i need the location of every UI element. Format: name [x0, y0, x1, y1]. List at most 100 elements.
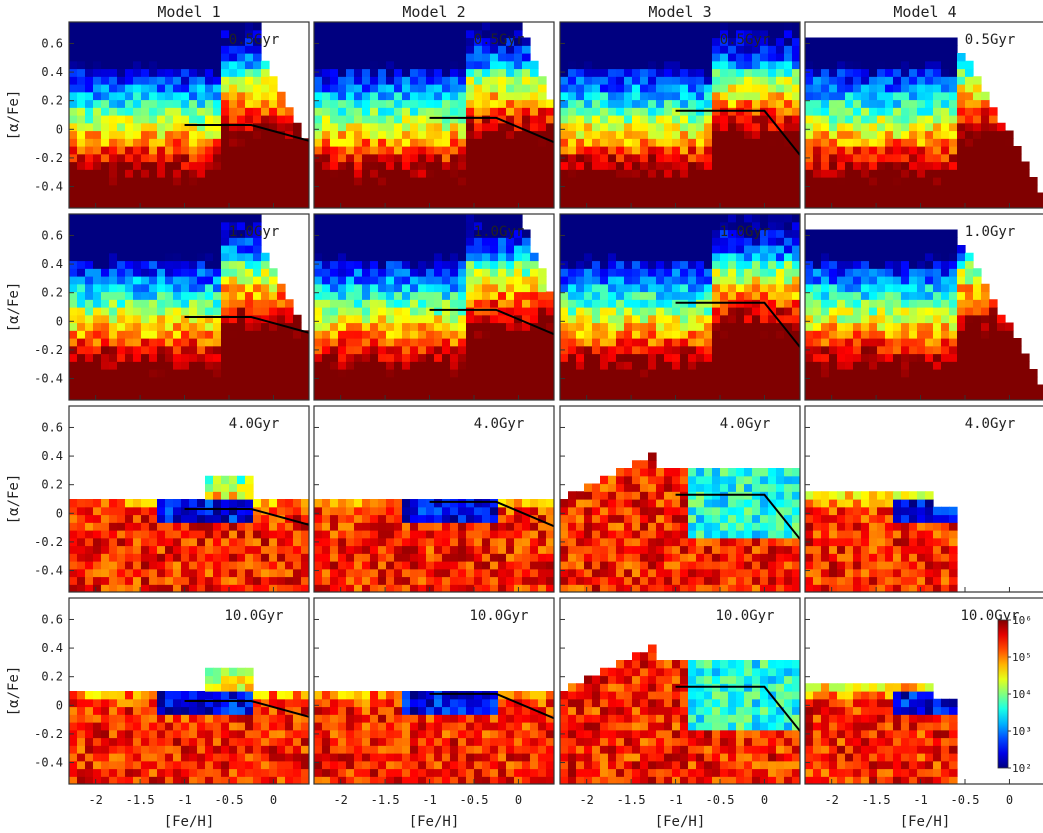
density-cell — [173, 291, 182, 300]
density-cell — [760, 307, 769, 316]
density-cell — [664, 138, 673, 147]
density-cell — [450, 138, 459, 147]
density-cell — [869, 153, 878, 163]
density-cell — [386, 37, 395, 46]
density-cell — [861, 130, 870, 139]
density-cell — [696, 245, 705, 254]
density-cell — [330, 68, 339, 77]
density-cell — [378, 115, 387, 124]
density-cell — [149, 107, 158, 116]
density-cell — [538, 369, 547, 378]
density-cell — [133, 68, 142, 77]
density-cell — [498, 322, 507, 331]
density-cell — [608, 37, 617, 46]
density-cell — [165, 260, 174, 269]
density-cell — [141, 245, 150, 254]
density-cell — [354, 291, 363, 300]
density-cell — [338, 376, 347, 386]
density-cell — [133, 330, 142, 339]
density-cell — [560, 138, 569, 147]
density-cell — [77, 177, 86, 186]
density-cell — [301, 330, 309, 339]
density-cell — [514, 99, 523, 108]
density-cell — [482, 307, 491, 316]
density-cell — [221, 153, 230, 163]
density-cell — [434, 60, 443, 70]
density-cell — [434, 268, 443, 277]
density-cell — [845, 161, 854, 170]
density-cell — [205, 68, 214, 77]
reference-line — [429, 116, 554, 144]
density-cell — [624, 229, 633, 238]
density-cell — [885, 192, 894, 201]
density-cell — [173, 338, 182, 347]
density-cell — [458, 376, 467, 386]
density-cell — [410, 276, 419, 285]
density-cell — [237, 130, 246, 139]
density-cell — [949, 177, 958, 186]
density-cell — [821, 322, 830, 331]
density-cell — [560, 68, 569, 77]
density-cell — [530, 361, 539, 370]
density-cell — [608, 22, 617, 31]
density-cell — [466, 376, 475, 386]
density-cell — [664, 214, 673, 223]
density-cell — [221, 283, 230, 293]
density-cell — [109, 99, 118, 108]
density-cell — [861, 245, 870, 254]
density-cell — [125, 314, 134, 324]
density-cell — [101, 29, 110, 39]
density-cell — [893, 60, 902, 70]
density-cell — [744, 45, 753, 54]
density-cell — [362, 345, 371, 355]
density-cell — [688, 369, 697, 378]
density-cell — [189, 376, 198, 386]
density-cell — [354, 245, 363, 254]
density-cell — [560, 338, 569, 347]
density-cell — [482, 291, 491, 300]
density-cell — [165, 322, 174, 331]
density-cell — [997, 177, 1006, 186]
density-cell — [584, 138, 593, 147]
density-cell — [314, 237, 323, 246]
density-cell — [949, 115, 958, 124]
density-cell — [648, 153, 657, 163]
density-cell — [141, 146, 150, 155]
density-cell — [776, 115, 785, 124]
density-cell — [410, 314, 419, 324]
density-cell — [189, 146, 198, 155]
density-cell — [141, 45, 150, 54]
density-cell — [784, 53, 793, 62]
density-cell — [514, 252, 523, 262]
density-cell — [189, 330, 198, 339]
density-cell — [354, 392, 363, 400]
density-cell — [109, 314, 118, 324]
density-cell — [592, 361, 601, 370]
density-cell — [245, 252, 254, 262]
density-cell — [989, 122, 998, 132]
density-cell — [941, 161, 950, 170]
density-cell — [672, 45, 681, 54]
density-cell — [101, 37, 110, 46]
density-cell — [418, 138, 427, 147]
density-cell — [901, 76, 910, 85]
density-cell — [165, 314, 174, 324]
density-cell — [93, 338, 102, 347]
density-cell — [760, 60, 769, 70]
density-cell — [474, 200, 483, 208]
density-cell — [829, 384, 838, 393]
density-cell — [197, 229, 206, 238]
density-cell — [901, 107, 910, 116]
density-cell — [853, 299, 862, 308]
density-cell — [672, 260, 681, 269]
density-cell — [744, 307, 753, 316]
density-cell — [173, 99, 182, 108]
density-cell — [330, 369, 339, 378]
density-cell — [330, 45, 339, 54]
density-cell — [293, 192, 302, 201]
density-cell — [704, 330, 713, 339]
density-cell — [656, 99, 665, 108]
density-cell — [664, 115, 673, 124]
density-cell — [466, 322, 475, 331]
density-cell — [656, 376, 665, 386]
